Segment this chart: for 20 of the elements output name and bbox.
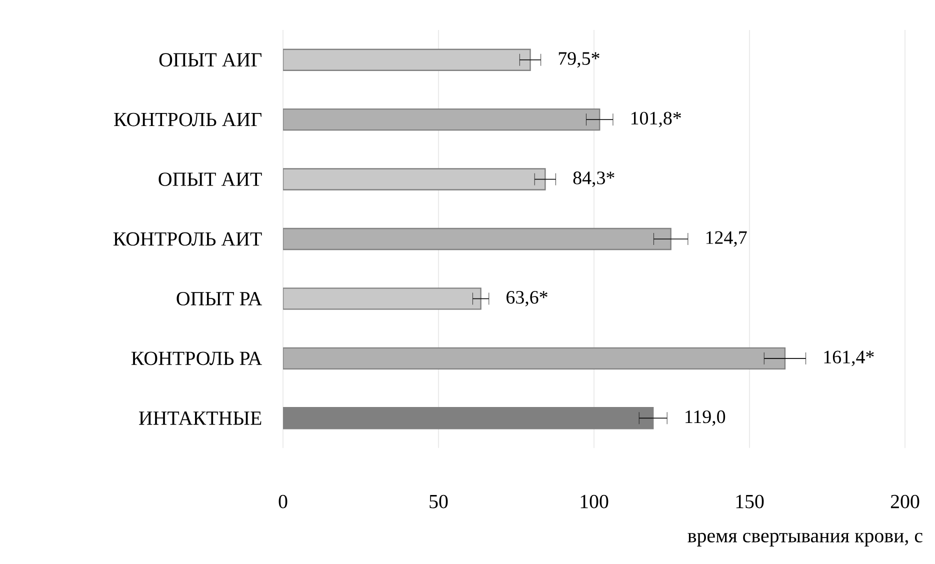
data-label: 84,3* [573,172,614,188]
x-tick-label: 50 [430,494,448,508]
y-tick-label: ОПЫТ АИГ [159,53,262,67]
y-tick-label: ОПЫТ АИТ [158,172,262,186]
y-tick-label: ИНТАКТНЫЕ [139,412,262,425]
x-tick-label: 200 [890,494,920,508]
x-axis-title: время свертывания крови, с [688,532,922,546]
data-label: 119,0 [686,410,726,426]
x-tick-label: 0 [278,494,288,508]
x-tick-label: 150 [736,494,764,508]
y-tick-label: КОНТРОЛЬ АИГ [114,112,262,126]
y-tick-label: ОПЫТ РА [176,292,262,306]
y-tick-label: КОНТРОЛЬ АИТ [113,232,262,246]
data-label: 79,5* [558,52,600,68]
data-label: 63,6* [506,290,548,306]
data-label: 161,4* [824,350,874,366]
data-label: 101,8* [631,112,681,128]
data-label: 124,7 [706,231,747,247]
x-tick-label: 100 [580,494,608,508]
y-tick-label: КОНТРОЛЬ РА [131,352,262,366]
